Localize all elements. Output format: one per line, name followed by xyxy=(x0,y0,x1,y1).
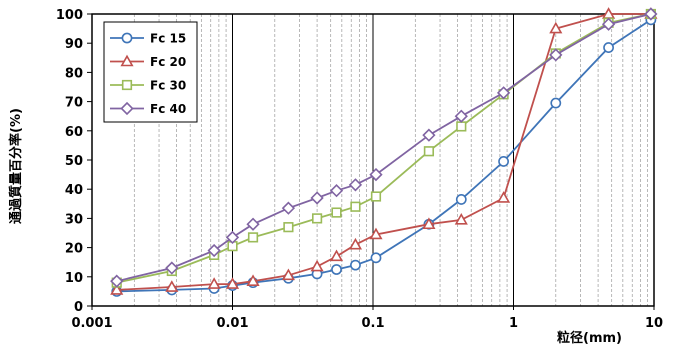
data-point-fc-40 xyxy=(422,128,436,142)
data-point-fc-15 xyxy=(350,259,361,271)
data-point-fc-20 xyxy=(422,217,436,230)
data-point-fc-30 xyxy=(331,207,342,218)
y-tick-label: 20 xyxy=(65,242,83,257)
y-tick-label: 90 xyxy=(65,37,83,52)
data-point-fc-15 xyxy=(550,97,562,109)
data-point-fc-40 xyxy=(310,191,324,205)
data-point-fc-20 xyxy=(225,277,240,289)
data-point-fc-40 xyxy=(644,7,658,21)
data-point-fc-20 xyxy=(329,249,344,262)
data-point-fc-20 xyxy=(281,268,295,281)
data-point-fc-20 xyxy=(110,283,124,295)
y-tick-label: 30 xyxy=(65,212,83,227)
x-tick-label: 0.1 xyxy=(361,316,384,331)
data-point-fc-40 xyxy=(225,230,240,245)
legend-marker-fc-40 xyxy=(120,101,134,116)
series-fc-20 xyxy=(110,7,658,295)
legend-item-fc-30: Fc 30 xyxy=(110,79,186,93)
x-axis-ticks: 0.001 0.01 0.1 1 10 xyxy=(71,306,663,331)
series-line-fc-20 xyxy=(116,13,651,291)
y-tick-label: 50 xyxy=(65,154,83,169)
data-point-fc-40 xyxy=(329,184,344,198)
y-tick-label: 10 xyxy=(65,271,83,286)
data-point-fc-15 xyxy=(370,252,382,264)
data-point-fc-40 xyxy=(165,261,179,275)
legend-item-fc-20: Fc 20 xyxy=(110,54,186,69)
data-point-fc-15 xyxy=(455,194,467,205)
grid-lines xyxy=(133,14,648,306)
x-tick-label: 0.001 xyxy=(71,316,112,331)
series-line-fc-40 xyxy=(116,13,652,283)
y-tick-label: 80 xyxy=(65,66,83,81)
data-point-fc-40 xyxy=(496,86,511,100)
legend-label-fc-40: Fc 40 xyxy=(150,102,186,116)
data-point-fc-20 xyxy=(165,280,179,292)
x-axis-title: 粒径(mm) xyxy=(557,330,622,346)
data-point-fc-40 xyxy=(281,201,296,215)
series-fc-40 xyxy=(110,7,658,288)
legend-marker-fc-15 xyxy=(121,32,133,44)
data-point-fc-20 xyxy=(369,227,383,240)
data-point-fc-20 xyxy=(549,21,563,34)
data-point-fc-30 xyxy=(370,191,382,202)
y-axis-title: 通過質量百分率(%) xyxy=(8,108,24,224)
data-point-fc-40 xyxy=(110,274,124,288)
x-tick-label: 10 xyxy=(645,316,663,331)
y-tick-label: 70 xyxy=(65,96,83,111)
legend-label-fc-15: Fc 15 xyxy=(150,32,186,46)
data-point-fc-40 xyxy=(246,217,260,231)
data-point-fc-30 xyxy=(456,121,467,132)
data-point-fc-30 xyxy=(350,201,361,212)
data-point-fc-40 xyxy=(454,109,468,123)
series-group xyxy=(110,7,658,297)
legend: Fc 15 Fc 20 Fc 30 Fc 40 xyxy=(103,21,198,123)
x-tick-label: 1 xyxy=(509,316,518,331)
data-point-fc-30 xyxy=(423,146,435,157)
data-point-fc-30 xyxy=(283,222,294,233)
y-axis-ticks: 0 10 20 30 40 50 60 70 80 90 100 xyxy=(56,8,92,315)
data-point-fc-20 xyxy=(310,259,324,272)
legend-item-fc-40: Fc 40 xyxy=(110,101,186,116)
data-point-fc-40 xyxy=(601,17,616,31)
series-line-fc-15 xyxy=(116,19,652,293)
data-point-fc-20 xyxy=(207,277,221,289)
legend-item-fc-15: Fc 15 xyxy=(110,32,186,46)
data-point-fc-15 xyxy=(603,42,614,53)
legend-label-fc-30: Fc 30 xyxy=(150,79,186,93)
y-tick-label: 60 xyxy=(65,125,83,140)
data-point-fc-20 xyxy=(497,191,511,203)
data-point-fc-40 xyxy=(369,167,383,182)
legend-label-fc-20: Fc 20 xyxy=(150,55,186,69)
data-point-fc-15 xyxy=(498,156,509,167)
data-point-fc-40 xyxy=(348,178,363,192)
y-tick-label: 40 xyxy=(65,183,83,198)
data-point-fc-40 xyxy=(207,243,221,258)
data-point-fc-30 xyxy=(247,232,259,243)
legend-marker-fc-30 xyxy=(121,79,133,91)
y-tick-label: 100 xyxy=(56,8,83,23)
data-point-fc-20 xyxy=(454,213,468,225)
data-point-fc-30 xyxy=(311,213,323,224)
data-point-fc-20 xyxy=(348,237,363,250)
x-tick-label: 0.01 xyxy=(216,316,248,331)
data-point-fc-20 xyxy=(246,274,260,286)
y-tick-label: 0 xyxy=(74,300,83,315)
data-point-fc-40 xyxy=(549,48,563,62)
legend-marker-fc-20 xyxy=(120,54,134,67)
data-point-fc-15 xyxy=(331,264,342,275)
